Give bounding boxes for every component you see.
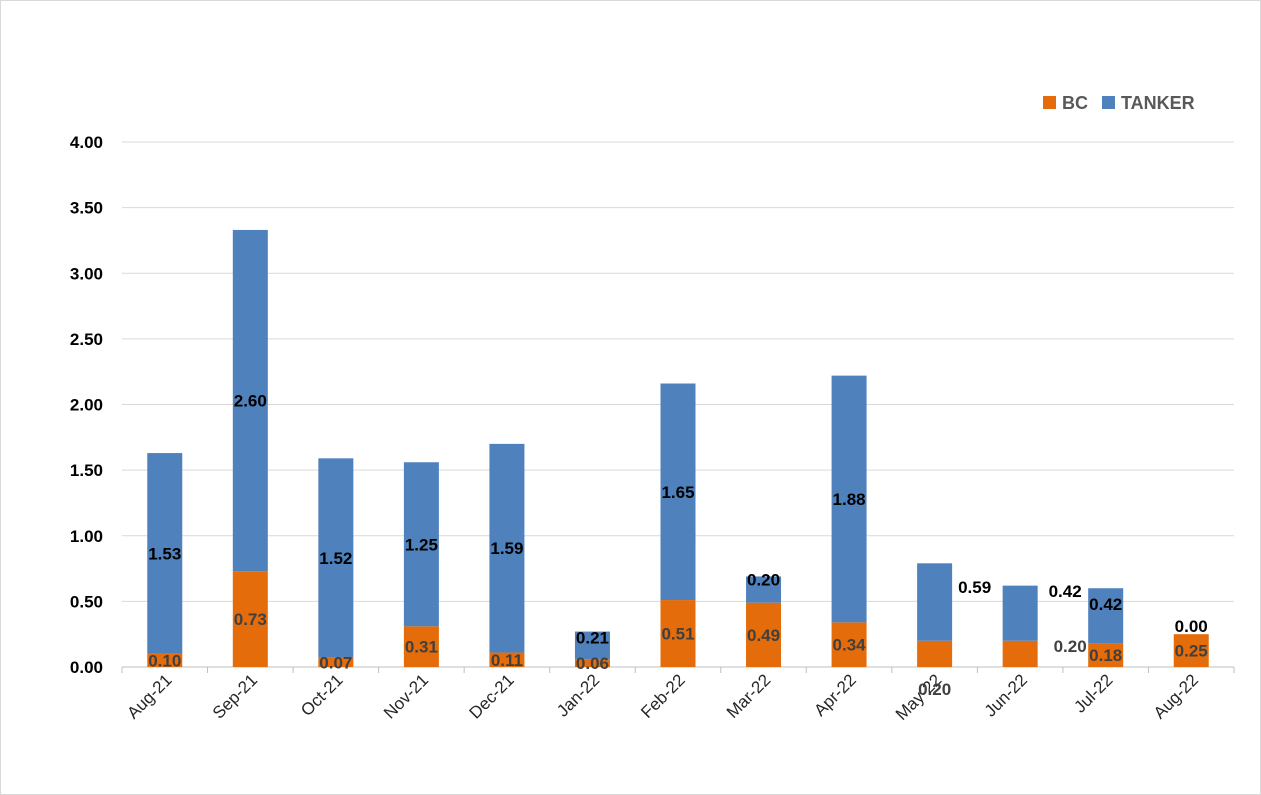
y-tick-label: 2.00 <box>70 396 103 415</box>
bar-tanker <box>1002 585 1038 641</box>
bar-bc <box>147 653 183 667</box>
y-tick-label: 0.00 <box>70 658 103 677</box>
x-tick-label: Jun-22 <box>981 670 1031 720</box>
bar-bc <box>232 571 268 667</box>
data-labels: 0.10 1.53 0.73 2.60 0.07 1.52 0.31 1.25 0.11 1.59… <box>148 392 1208 699</box>
y-tick-label: 3.50 <box>70 199 103 218</box>
data-label-tanker: 0.59 <box>958 578 991 597</box>
legend: BC TANKER <box>1043 93 1195 113</box>
data-label-bc: 0.51 <box>661 625 694 644</box>
data-label-tanker: 0.42 <box>1049 582 1082 601</box>
data-label-bc: 0.34 <box>833 636 867 655</box>
bar-tanker <box>917 563 953 641</box>
bar-tanker <box>232 229 268 572</box>
x-tick-label: Aug-21 <box>123 670 175 722</box>
data-label-tanker: 1.25 <box>405 535 438 554</box>
y-tick-label: 3.00 <box>70 264 103 283</box>
legend-label-bc: BC <box>1062 93 1088 113</box>
bar-bc <box>489 652 525 667</box>
data-label-tanker: 1.59 <box>490 539 523 558</box>
data-label-bc: 0.49 <box>747 626 780 645</box>
data-label-tanker: 0.20 <box>747 571 780 590</box>
y-tick-label: 1.00 <box>70 527 103 546</box>
x-tick-label: Dec-21 <box>466 670 518 722</box>
bar-tanker <box>574 631 610 660</box>
data-label-bc: 0.10 <box>148 651 181 670</box>
x-tick-label: Nov-21 <box>380 670 432 722</box>
data-label-tanker: 0.42 <box>1089 595 1122 614</box>
data-label-bc: 0.20 <box>1054 637 1087 656</box>
x-tick-label: Aug-22 <box>1150 670 1202 722</box>
data-label-bc: 0.73 <box>234 610 267 629</box>
data-label-tanker: 1.88 <box>833 490 866 509</box>
legend-swatch-bc <box>1043 96 1056 109</box>
data-label-tanker: 0.21 <box>576 628 609 647</box>
legend-swatch-tanker <box>1102 96 1115 109</box>
data-label-tanker: 1.65 <box>661 483 694 502</box>
bar-tanker <box>147 453 183 654</box>
y-tick-label: 2.50 <box>70 330 103 349</box>
bar-bc <box>746 602 782 667</box>
bar-tanker <box>1088 588 1124 644</box>
x-tick-label: Feb-22 <box>637 670 689 722</box>
y-tick-label: 4.00 <box>70 133 103 152</box>
x-tick-label: Jan-22 <box>553 670 603 720</box>
bar-tanker <box>489 443 525 653</box>
x-tick-label: Oct-21 <box>297 670 347 720</box>
bar-bc <box>831 622 867 667</box>
bar-tanker <box>831 375 867 623</box>
x-tick-label: Jul-22 <box>1070 670 1116 716</box>
x-tick-label: Apr-22 <box>810 670 860 720</box>
x-tick-label: Sep-21 <box>209 670 261 722</box>
bar-tanker <box>318 458 354 658</box>
data-label-bc: 0.06 <box>576 654 609 673</box>
data-label-tanker: 1.53 <box>148 544 181 563</box>
bar-bc <box>1088 643 1124 667</box>
bar-bc <box>403 626 439 667</box>
y-tick-label: 0.50 <box>70 592 103 611</box>
data-label-bc: 0.07 <box>319 653 352 672</box>
data-label-bc: 0.20 <box>918 680 951 699</box>
x-tick-label: Mar-22 <box>723 670 775 722</box>
legend-label-tanker: TANKER <box>1121 93 1195 113</box>
bar-bc <box>1173 634 1209 667</box>
y-tick-label: 1.50 <box>70 461 103 480</box>
data-label-bc: 0.31 <box>405 638 438 657</box>
bar-bc <box>660 600 696 667</box>
bar-tanker <box>403 462 439 627</box>
bar-tanker <box>746 576 782 603</box>
bars <box>147 229 1209 667</box>
bar-tanker <box>660 383 696 601</box>
bar-bc <box>1002 640 1038 667</box>
data-label-tanker: 0.00 <box>1175 617 1208 636</box>
bar-bc <box>574 659 610 667</box>
data-label-tanker: 2.60 <box>234 392 267 411</box>
data-label-tanker: 1.52 <box>319 549 352 568</box>
bar-bc <box>917 640 953 667</box>
data-label-bc: 0.18 <box>1089 646 1122 665</box>
data-label-bc: 0.25 <box>1175 642 1208 661</box>
data-label-bc: 0.11 <box>491 651 523 670</box>
bar-bc <box>318 657 354 667</box>
